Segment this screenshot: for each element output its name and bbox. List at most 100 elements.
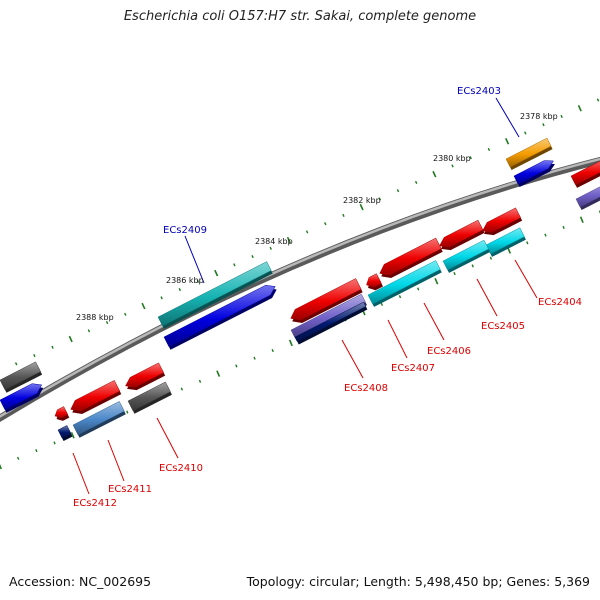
outer-ruler-tick (451, 164, 454, 168)
gene-ECs2406-red (439, 219, 484, 248)
outer-ruler-tick (432, 170, 437, 178)
leader-ECs2409 (184, 235, 205, 284)
outer-ruler-tick (160, 296, 163, 300)
inner-ruler-tick (0, 463, 2, 470)
ruler-labels: 2378 kbp 2380 kbp 2382 kbp 2384 kbp 2386 kbp… (76, 112, 558, 322)
inner-ruler-tick (526, 241, 529, 245)
gene-label-ECs2411: ECs2411 (108, 484, 152, 495)
inner-ruler-tick (453, 272, 456, 276)
gene-top-right-red (570, 160, 600, 186)
outer-ruler-tick (51, 345, 54, 349)
outer-ruler-tick (269, 246, 272, 250)
gene-ECs2412 (54, 406, 69, 419)
outer-ruler-tick (178, 288, 182, 292)
inner-ruler-tick (398, 295, 402, 299)
tick-marks (0, 98, 600, 470)
inner-ruler-tick (53, 441, 56, 445)
outer-ruler-tick (469, 156, 472, 160)
outer-ruler-tick (305, 230, 309, 234)
gene-ECs2408-purple (290, 293, 366, 339)
backbone-highlight (0, 157, 600, 418)
gene-ECs2407 (367, 260, 441, 305)
accession-text: Accession: NC_002695 (9, 574, 152, 589)
inner-ruler-tick (562, 225, 565, 229)
gene-left-blue (0, 383, 43, 411)
gene-label-ECs2410: ECs2410 (159, 463, 203, 474)
leader-ECs2410 (156, 417, 179, 459)
gene-label-ECs2404: ECs2404 (538, 297, 582, 308)
gene-ECs2409 (157, 261, 272, 327)
outer-ruler-tick (124, 312, 127, 316)
genome-backbone (0, 156, 600, 423)
outer-ruler-tick (196, 279, 200, 283)
gene-ECs2403 (505, 137, 552, 168)
outer-ruler-tick (378, 197, 382, 201)
inner-ruler-tick (35, 449, 38, 453)
ruler-label: 2380 kbp (433, 154, 471, 163)
outer-ruler-tick (396, 189, 400, 193)
gene-label-ECs2408: ECs2408 (344, 383, 388, 394)
leader-ECs2405 (476, 278, 498, 317)
inner-ruler-tick (126, 410, 129, 414)
outer-ruler-tick (251, 255, 254, 259)
outer-ruler-tick (14, 362, 18, 366)
inner-ruler-tick (180, 387, 184, 391)
outer-ruler-tick (87, 329, 91, 333)
ruler-label: 2388 kbp (76, 313, 114, 322)
gene-left-gray (0, 361, 41, 391)
outer-ruler-tick (560, 114, 563, 119)
ruler-label: 2386 kbp (166, 276, 204, 285)
ruler-label: 2384 kbp (255, 237, 293, 246)
inner-ruler-tick (434, 278, 439, 285)
outer-ruler-tick (577, 104, 582, 112)
gene-ECs2404 (482, 207, 521, 233)
inner-ruler-tick (544, 233, 547, 237)
backbone-line (0, 156, 600, 423)
leader-ECs2408 (341, 339, 364, 379)
gene-top-right-blue (513, 160, 554, 185)
outer-ruler-tick (68, 335, 73, 343)
ruler-label: 2378 kbp (520, 112, 558, 121)
outer-ruler-tick (596, 98, 600, 102)
outer-ruler-tick (141, 302, 146, 310)
outer-ruler-tick (542, 123, 545, 127)
gene-ECs2411 (72, 401, 125, 436)
outer-ruler-tick (324, 222, 327, 226)
inner-ruler-tick (70, 431, 75, 439)
outer-ruler-tick (233, 263, 236, 267)
leader-ECs2404 (514, 259, 538, 299)
gene-label-ECs2409: ECs2409 (163, 225, 207, 236)
outer-ruler-tick (214, 269, 219, 277)
inner-ruler-tick (235, 364, 238, 368)
gene-features (0, 137, 600, 442)
inner-ruler-tick (489, 256, 493, 260)
gene-ECs2407-red (379, 237, 442, 276)
inner-ruler-tick (216, 370, 221, 377)
gene-ECs2411-red (70, 380, 121, 412)
gene-blue-forward-long (163, 284, 276, 348)
inner-ruler-tick (471, 264, 474, 268)
label-leader-lines (72, 97, 538, 495)
inner-ruler-tick (416, 287, 420, 291)
outer-ruler-tick (342, 213, 345, 217)
outer-ruler-tick (524, 131, 527, 135)
gene-ECs2410-red (125, 362, 164, 388)
leader-ECs2406 (423, 302, 445, 341)
outer-ruler-tick (414, 180, 418, 184)
outer-ruler-tick (33, 353, 36, 358)
inner-ruler-tick (271, 348, 274, 353)
inner-ruler-tick (16, 456, 20, 460)
leader-ECs2412 (72, 452, 90, 495)
inner-ruler-tick (380, 302, 384, 306)
gene-small-red-arrow (366, 273, 382, 288)
gene-label-ECs2407: ECs2407 (391, 363, 435, 374)
gene-ECs2408-navy (294, 301, 367, 342)
leader-ECs2403 (495, 97, 520, 138)
inner-ruler-tick (288, 339, 293, 347)
genome-summary-text: Topology: circular; Length: 5,498,450 bp… (246, 574, 590, 589)
outer-ruler-tick (487, 147, 491, 152)
outer-ruler-tick (286, 236, 291, 244)
inner-ruler-tick (198, 379, 202, 383)
